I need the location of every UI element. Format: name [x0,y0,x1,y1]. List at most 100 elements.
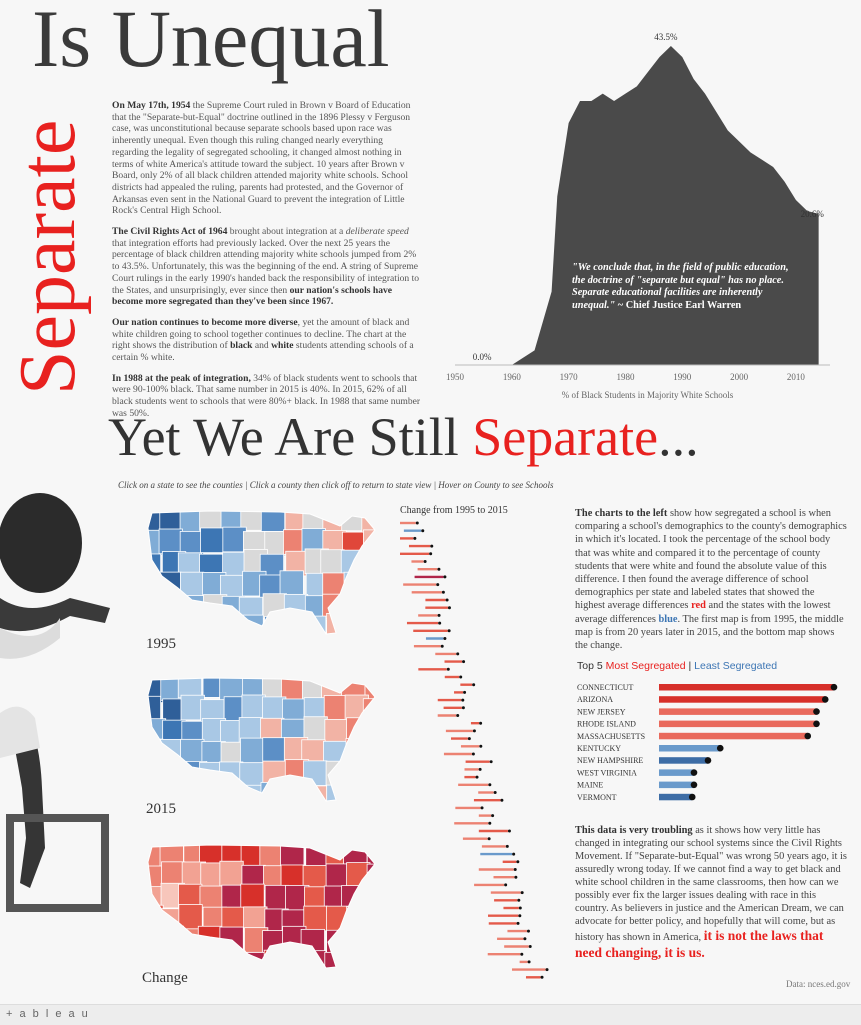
intro-paragraph-1: On May 17th, 1954 the Supreme Court rule… [112,100,411,217]
state-tile [159,925,184,952]
change-dot-2015 [518,906,522,910]
state-tile [324,719,349,745]
state-bar [659,708,817,715]
map-change[interactable] [140,842,385,977]
state-tile [263,949,289,968]
change-dot-2015 [471,752,475,756]
x-tick-label: 1960 [503,372,522,382]
state-tile [361,592,375,618]
change-dot-2015 [516,921,520,925]
x-axis-label: % of Black Students in Majority White Sc… [562,390,734,400]
state-label: KENTUCKY [577,744,621,753]
map-1995[interactable] [140,508,385,638]
section-headline: Yet We Are Still Separate... [108,407,699,467]
state-tile [221,615,246,634]
change-dot-2015 [445,598,449,602]
change-dumbbell-chart[interactable] [398,518,566,990]
change-chart-title: Change from 1995 to 2015 [400,505,508,516]
state-tile [325,863,350,889]
change-dot-2015 [545,968,549,972]
state-tile [221,950,246,968]
integration-area-chart[interactable]: 1950 1960 1970 1980 1990 2000 2010 % of Black S… [430,10,858,405]
map-2015[interactable] [140,675,385,805]
change-dot-2015 [523,937,527,941]
state-bar-dot [704,757,712,764]
state-label: NEW JERSEY [577,707,626,716]
state-tile [361,615,375,634]
change-dot-2015 [456,714,460,717]
change-dot-2015 [500,798,504,802]
state-tile [283,593,309,620]
state-tile [222,526,247,553]
data-label-end: 20.6% [801,209,825,219]
state-bar-dot [690,781,698,789]
state-bar-dot [690,769,698,776]
change-dot-2015 [520,952,524,956]
state-tile [322,593,347,620]
state-tile [303,905,328,932]
change-dot-2015 [438,621,442,625]
state-tile [157,571,182,598]
state-tile [148,927,163,953]
change-dot-2015 [472,683,476,687]
map-instructions: Click on a state to see the counties | C… [118,480,554,490]
top5-bar-chart[interactable]: CONNECTICUT ARIZONA NEW JERSEY RHODE ISLAND… [575,678,855,803]
state-label: NEW HAMPSHIRE [577,756,643,765]
change-dot-2015 [459,675,463,679]
state-tile [346,717,371,743]
change-dot-2015 [447,606,451,610]
change-dot-2015 [478,767,482,771]
state-tile [343,615,368,634]
state-tile [162,596,187,622]
state-tile [365,739,375,765]
state-bar-dot [688,793,696,801]
state-tile [148,553,162,580]
us-outline [147,510,376,635]
change-dot-2015 [479,744,483,748]
change-dot-2015 [437,613,441,617]
state-label: CONNECTICUT [577,683,634,692]
state-bar-dot [716,744,724,752]
top5-title: Top 5 Most Segregated | Least Segregated [577,660,778,672]
change-dot-2015 [447,629,451,633]
change-dot-2015 [423,560,427,563]
change-dot-2015 [437,567,441,571]
explanation-text: The charts to the left show how segregat… [575,508,847,652]
state-tile [366,784,375,801]
change-dot-2015 [516,860,520,864]
state-tile [262,737,287,763]
change-dot-2015 [487,837,491,841]
state-tile [364,952,375,968]
state-bar-dot [821,696,829,703]
change-dot-2015 [440,644,444,648]
state-tile [162,762,187,788]
state-bar [659,732,808,740]
intro-text: On May 17th, 1954 the Supreme Court rule… [112,100,422,429]
state-bar [659,745,721,752]
state-tile [344,591,369,618]
state-tile [262,593,287,619]
state-tile [344,785,369,801]
change-dot-2015 [472,729,476,733]
state-tile [365,719,375,746]
state-bar [659,793,693,801]
state-bar-dot [813,708,820,715]
x-tick-label: 1990 [673,372,692,382]
x-tick-label: 2010 [787,372,806,382]
state-tile [201,614,227,634]
change-dot-2015 [526,929,530,933]
change-dot-2015 [467,737,471,741]
change-dot-2015 [430,544,434,548]
state-bar [659,757,708,764]
state-label: MASSACHUSETTS [577,732,645,741]
state-bar [659,769,694,776]
state-label: MAINE [577,781,603,790]
x-tick-label: 2000 [730,372,749,382]
state-tile [366,573,375,599]
change-dot-2015 [480,806,484,810]
state-tile [239,614,264,634]
tableau-logo[interactable]: + a b l e a u [6,1008,90,1020]
state-tile [279,570,304,596]
state-tile [180,595,205,621]
map-label-change: Change [142,970,188,986]
